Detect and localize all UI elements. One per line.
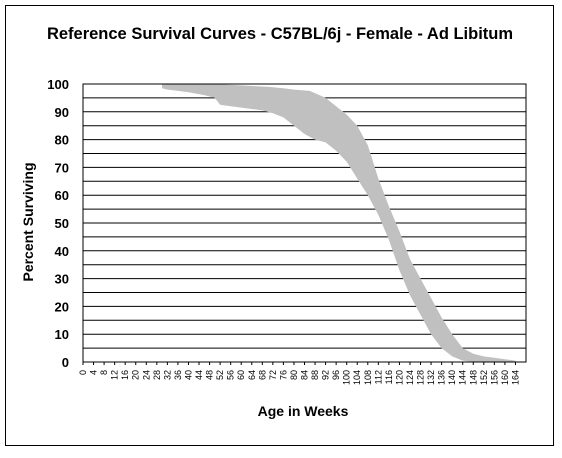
- x-tick-label: 56: [226, 370, 236, 380]
- x-axis-label: Age in Weeks: [258, 403, 349, 419]
- x-tick-label: 96: [331, 370, 341, 380]
- x-tick-label: 160: [500, 370, 510, 385]
- y-tick-label: 80: [55, 133, 69, 148]
- x-tick-label: 100: [342, 370, 352, 385]
- y-tick-labels: 0 10 20 30 40 50 60 70 80 90 100: [47, 77, 69, 370]
- x-tick-label: 48: [205, 370, 215, 380]
- x-tick-label: 12: [110, 370, 120, 380]
- y-tick-label: 100: [47, 77, 69, 92]
- x-tick-label: 140: [447, 370, 457, 385]
- x-tick-label: 80: [289, 370, 299, 380]
- y-tick-label: 40: [55, 244, 69, 259]
- x-tick-label: 28: [152, 370, 162, 380]
- x-tick-label: 24: [141, 370, 151, 380]
- x-tick-label: 0: [78, 370, 88, 375]
- x-tick-label: 20: [131, 370, 141, 380]
- x-tick-label: 68: [257, 370, 267, 380]
- axis-layer: [82, 83, 527, 365]
- x-tick-label: 88: [310, 370, 320, 380]
- x-tick-label: 8: [99, 370, 109, 375]
- y-tick-label: 10: [55, 327, 69, 342]
- x-tick-label: 144: [458, 370, 468, 385]
- x-tick-label: 152: [479, 370, 489, 385]
- x-tick-label: 4: [89, 370, 99, 375]
- y-tick-label: 70: [55, 160, 69, 175]
- x-tick-label: 36: [173, 370, 183, 380]
- x-tick-label: 156: [489, 370, 499, 385]
- x-tick-label: 60: [236, 370, 246, 380]
- y-tick-label: 50: [55, 216, 69, 231]
- band-layer: [162, 84, 516, 362]
- x-tick-label: 84: [300, 370, 310, 380]
- x-tick-label: 72: [268, 370, 278, 380]
- x-tick-label: 108: [363, 370, 373, 385]
- y-tick-label: 90: [55, 105, 69, 120]
- x-tick-label: 32: [162, 370, 172, 380]
- survival-band: [162, 84, 516, 362]
- x-tick-label: 92: [321, 370, 331, 380]
- y-tick-label: 20: [55, 299, 69, 314]
- y-tick-label: 0: [62, 355, 69, 370]
- x-tick-label: 40: [183, 370, 193, 380]
- y-axis-label: Percent Surviving: [20, 162, 36, 281]
- x-tick-label: 76: [278, 370, 288, 380]
- x-tick-label: 104: [352, 370, 362, 385]
- y-tick-label: 60: [55, 188, 69, 203]
- y-tick-label: 30: [55, 272, 69, 287]
- chart-title: Reference Survival Curves - C57BL/6j - F…: [47, 25, 513, 43]
- x-tick-label: 112: [373, 370, 383, 384]
- x-tick-label: 124: [405, 370, 415, 385]
- survival-chart: Reference Survival Curves - C57BL/6j - F…: [20, 25, 527, 419]
- x-tick-label: 148: [468, 370, 478, 385]
- x-tick-label: 64: [247, 370, 257, 380]
- x-tick-label: 164: [510, 370, 520, 385]
- x-tick-label: 136: [437, 370, 447, 385]
- x-tick-label: 44: [194, 370, 204, 380]
- chart-frame: Reference Survival Curves - C57BL/6j - F…: [5, 5, 554, 446]
- x-tick-label: 116: [384, 370, 394, 384]
- x-tick-labels: 0 4 8 12 16 20 24 28 32 36 40 44 48 52 56 60 64 68 72 76 80 8…: [78, 370, 520, 385]
- x-tick-label: 132: [426, 370, 436, 385]
- x-tick-label: 120: [394, 370, 404, 385]
- x-tick-label: 16: [120, 370, 130, 380]
- x-tick-label: 128: [416, 370, 426, 385]
- x-tick-label: 52: [215, 370, 225, 380]
